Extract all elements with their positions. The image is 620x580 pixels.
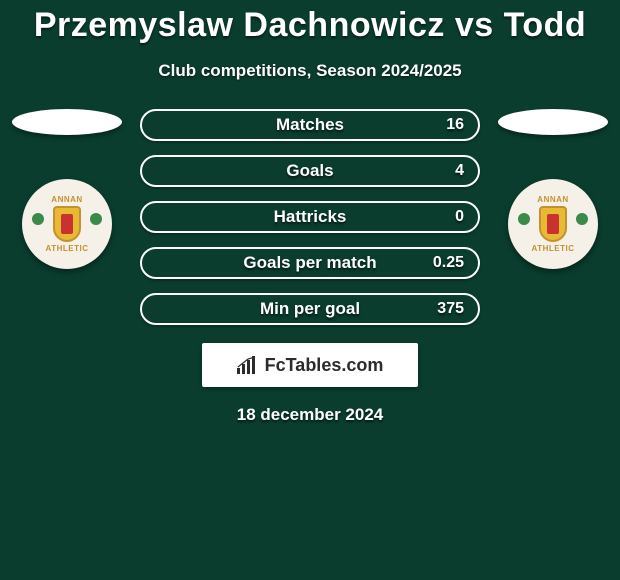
thistle-icon (518, 213, 530, 225)
stat-label: Goals (286, 161, 333, 181)
thistle-icon (32, 213, 44, 225)
left-player-ellipse (12, 109, 122, 135)
stat-label: Min per goal (260, 299, 360, 319)
stat-row-min-per-goal: Min per goal 375 (140, 293, 480, 325)
stat-right-value: 0 (428, 208, 464, 226)
stat-row-goals: Goals 4 (140, 155, 480, 187)
date-label: 18 december 2024 (237, 405, 384, 425)
right-player-ellipse (498, 109, 608, 135)
left-club-badge: ANNAN ATHLETIC (22, 179, 112, 269)
badge-top-text: ANNAN (537, 195, 568, 204)
brand-box[interactable]: FcTables.com (202, 343, 418, 387)
stat-label: Goals per match (243, 253, 376, 273)
stat-right-value: 4 (428, 162, 464, 180)
thistle-icon (576, 213, 588, 225)
page-subtitle: Club competitions, Season 2024/2025 (158, 61, 461, 81)
right-club-badge: ANNAN ATHLETIC (508, 179, 598, 269)
stat-row-hattricks: Hattricks 0 (140, 201, 480, 233)
shield-charge (547, 214, 559, 234)
page-title: Przemyslaw Dachnowicz vs Todd (34, 6, 586, 45)
stat-right-value: 0.25 (428, 254, 464, 272)
stat-row-goals-per-match: Goals per match 0.25 (140, 247, 480, 279)
brand-text: FcTables.com (265, 355, 384, 376)
badge-inner: ANNAN ATHLETIC (46, 195, 89, 253)
thistle-icon (90, 213, 102, 225)
right-player-col: ANNAN ATHLETIC (498, 109, 608, 269)
stats-list: Matches 16 Goals 4 Hattricks 0 Goals per… (140, 109, 480, 325)
shield-charge (61, 214, 73, 234)
stat-row-matches: Matches 16 (140, 109, 480, 141)
bar-chart-icon (237, 356, 259, 374)
stat-label: Matches (276, 115, 344, 135)
stat-right-value: 375 (428, 300, 464, 318)
left-player-col: ANNAN ATHLETIC (12, 109, 122, 269)
stat-right-value: 16 (428, 116, 464, 134)
badge-bottom-text: ATHLETIC (532, 244, 575, 253)
badge-bottom-text: ATHLETIC (46, 244, 89, 253)
badge-inner: ANNAN ATHLETIC (532, 195, 575, 253)
main-row: ANNAN ATHLETIC Matches 16 Goals 4 (0, 109, 620, 325)
shield-icon (539, 206, 567, 242)
stat-label: Hattricks (274, 207, 347, 227)
badge-top-text: ANNAN (51, 195, 82, 204)
infographic-root: Przemyslaw Dachnowicz vs Todd Club compe… (0, 0, 620, 425)
shield-icon (53, 206, 81, 242)
